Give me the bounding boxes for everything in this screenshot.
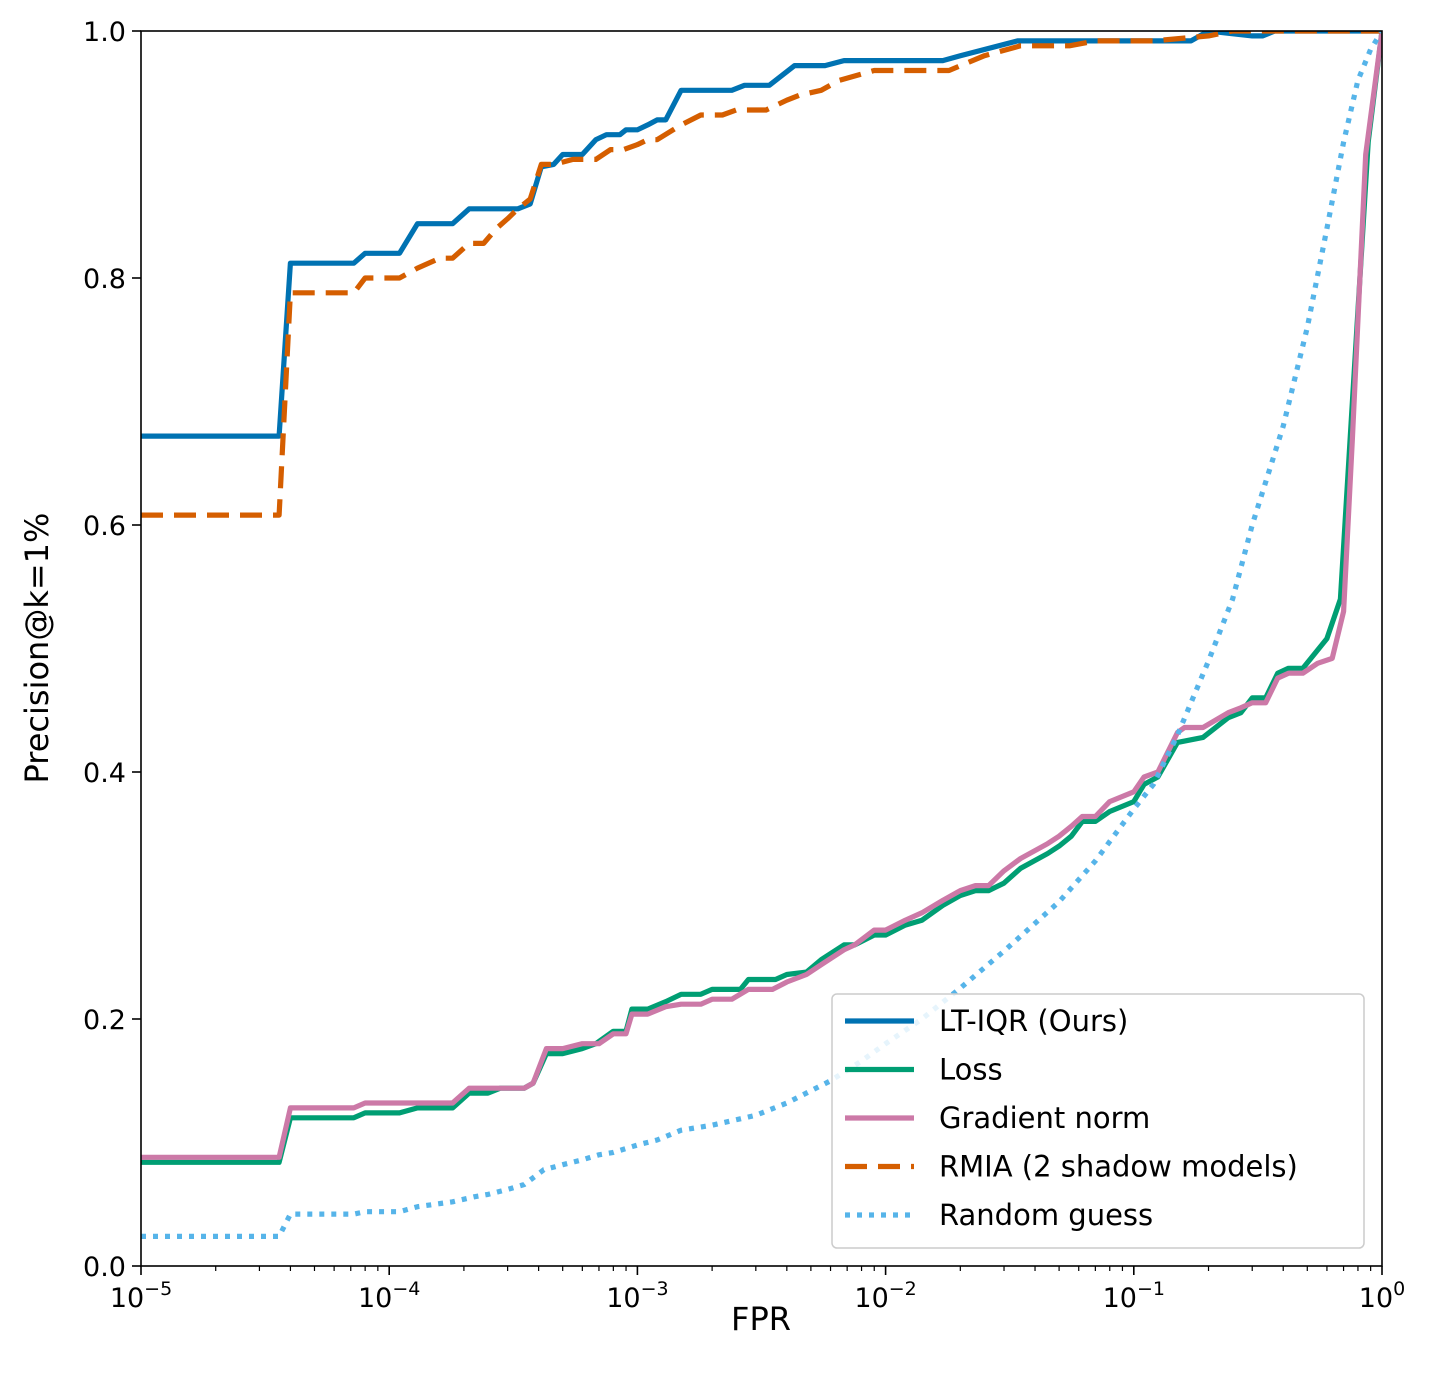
x-tick-label: 10−4 (358, 1278, 420, 1314)
y-axis-label: Precision@k=1% (18, 513, 56, 784)
series-lines (141, 31, 1382, 1239)
series-line-5 (141, 31, 1382, 1239)
y-tick-label: 0.0 (83, 1252, 126, 1283)
x-axis-ticks: 10−5 10−4 10−3 10−2 10−1 100 (110, 1266, 1405, 1314)
legend: LT-IQR (Ours) Loss Gradient norm RMIA (2 sh… (831, 993, 1365, 1249)
series-line-4 (141, 31, 1382, 518)
y-tick-label: 0.4 (83, 758, 126, 789)
y-axis-ticks: 0.0 0.2 0.4 0.6 0.8 1.0 (83, 17, 141, 1283)
x-tick-label: 10−2 (854, 1278, 916, 1314)
legend-label: RMIA (2 shadow models) (939, 1150, 1298, 1184)
legend-box (831, 993, 1365, 1249)
plot-frame (140, 30, 1383, 1267)
y-tick-label: 1.0 (83, 17, 126, 48)
x-tick-label: 10−1 (1103, 1278, 1165, 1314)
legend-label: Gradient norm (939, 1101, 1150, 1135)
series-line-1 (141, 31, 1382, 439)
x-tick-label: 10−5 (110, 1278, 172, 1314)
y-tick-label: 0.6 (83, 511, 126, 542)
x-axis-label: FPR (731, 1300, 791, 1338)
legend-label: Random guess (939, 1198, 1153, 1232)
x-tick-label: 100 (1359, 1278, 1405, 1314)
legend-label: LT-IQR (Ours) (939, 1004, 1128, 1038)
y-tick-label: 0.2 (83, 1005, 126, 1036)
x-tick-label: 10−3 (606, 1278, 668, 1314)
y-tick-label: 0.8 (83, 264, 126, 295)
series-line-3 (141, 31, 1382, 1160)
legend-label: Loss (939, 1053, 1003, 1087)
